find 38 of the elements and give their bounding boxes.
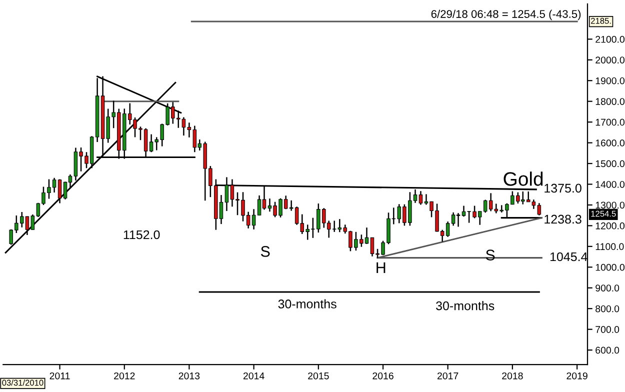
text: 2185. <box>591 18 611 24</box>
annotation: 1045.4 <box>550 252 588 262</box>
y-tick-label: 1100.0 <box>596 243 624 250</box>
annotation: 30-months <box>436 301 494 310</box>
chart-title: 6/29/18 06:48 = 1254.5 (-43.5) <box>431 10 581 20</box>
annotation: 1152.0 <box>124 230 160 240</box>
y-tick-label: 1800.0 <box>596 98 624 105</box>
y-tick-label: 1600.0 <box>596 140 624 146</box>
x-tick-label: 2013 <box>178 372 200 380</box>
text: 1254.5 <box>591 210 616 217</box>
x-tick-label: 2012 <box>114 372 135 380</box>
x-tick-label: 2019 <box>566 372 588 380</box>
y-tick-label: 1700.0 <box>596 118 624 126</box>
x-tick-label: 2018 <box>502 372 523 380</box>
y-tick-label: 2000.0 <box>596 56 624 64</box>
y-tick-label: 1000.0 <box>596 264 624 271</box>
annotation: 30-months <box>278 299 336 308</box>
text: 03/31/2010 <box>2 380 44 386</box>
y-tick-label: 1200.0 <box>596 222 624 230</box>
x-tick-label: 2015 <box>308 372 329 380</box>
x-tick-label: 2017 <box>438 372 458 380</box>
y-tick-label: 700.0 <box>596 326 620 333</box>
annotation: H <box>376 262 386 273</box>
y-tick-label: 1900.0 <box>596 77 624 84</box>
x-tick-label: 2011 <box>50 372 70 380</box>
y-tick-label: 1500.0 <box>596 160 624 168</box>
x-tick-label: 2014 <box>243 372 264 380</box>
y-tick-label: 800.0 <box>596 305 620 312</box>
x-tick-label: 2016 <box>372 372 394 380</box>
annotation: Gold <box>504 172 543 186</box>
y-tick-label: 600.0 <box>596 346 620 354</box>
y-tick-label: 1400.0 <box>596 180 624 188</box>
y-tick-label: 900.0 <box>596 284 620 292</box>
annotation: S <box>260 246 270 257</box>
annotation: 1375.0 <box>544 184 582 193</box>
y-tick-label: 1300.0 <box>596 202 624 209</box>
annotation: 1238.3 <box>544 214 582 224</box>
y-tick-label: 2100.0 <box>596 36 624 43</box>
